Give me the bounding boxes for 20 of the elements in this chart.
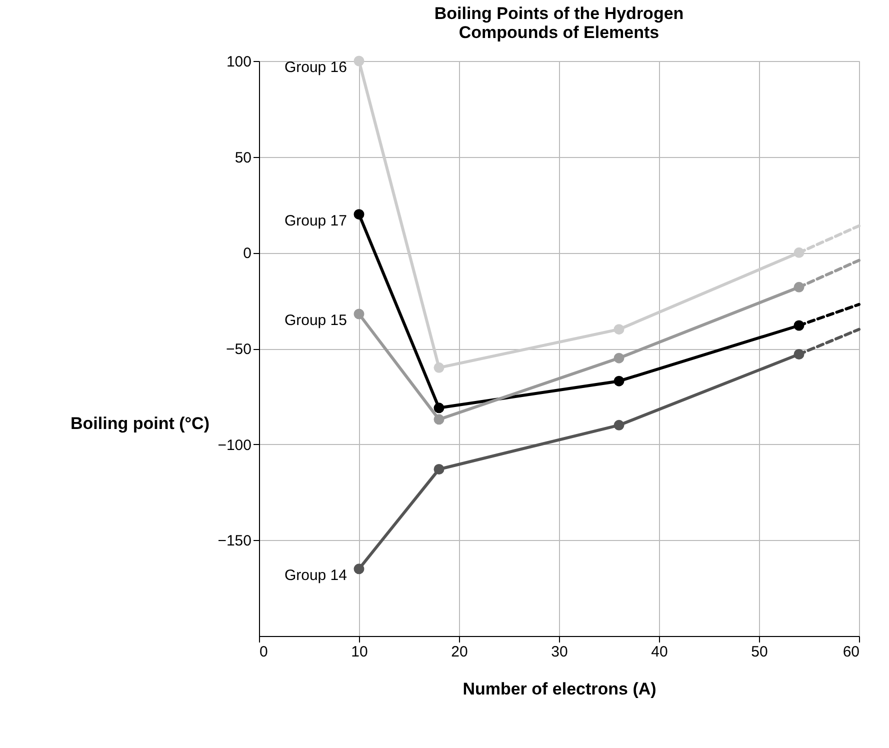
x-tick-label: 60 <box>842 644 860 660</box>
series-label: Group 16 <box>284 59 347 76</box>
y-tick-label: −50 <box>226 341 252 358</box>
x-tick-label: 20 <box>451 644 468 660</box>
x-tick-label: 50 <box>751 644 768 660</box>
x-tick-label: 30 <box>551 644 568 660</box>
y-tick-label: −150 <box>218 532 252 550</box>
chart-title: Boiling Points of the Hydrogen Compounds of Elements <box>434 4 684 42</box>
y-tick-label: −100 <box>218 436 252 454</box>
x-tick-label: 0 <box>260 644 268 660</box>
x-axis-title: Number of electrons (A) <box>462 680 656 698</box>
y-tick-label: 100 <box>226 54 252 70</box>
x-tick-label: 40 <box>651 644 668 660</box>
y-tick-label: 0 <box>243 245 252 262</box>
y-axis-title: Boiling point (°C) <box>70 414 210 433</box>
x-tick-label: 10 <box>351 644 368 660</box>
series-label: Group 14 <box>284 566 347 584</box>
series-label: Group 15 <box>284 312 347 329</box>
series-label: Group 17 <box>284 212 347 230</box>
y-tick-label: 50 <box>234 149 252 166</box>
